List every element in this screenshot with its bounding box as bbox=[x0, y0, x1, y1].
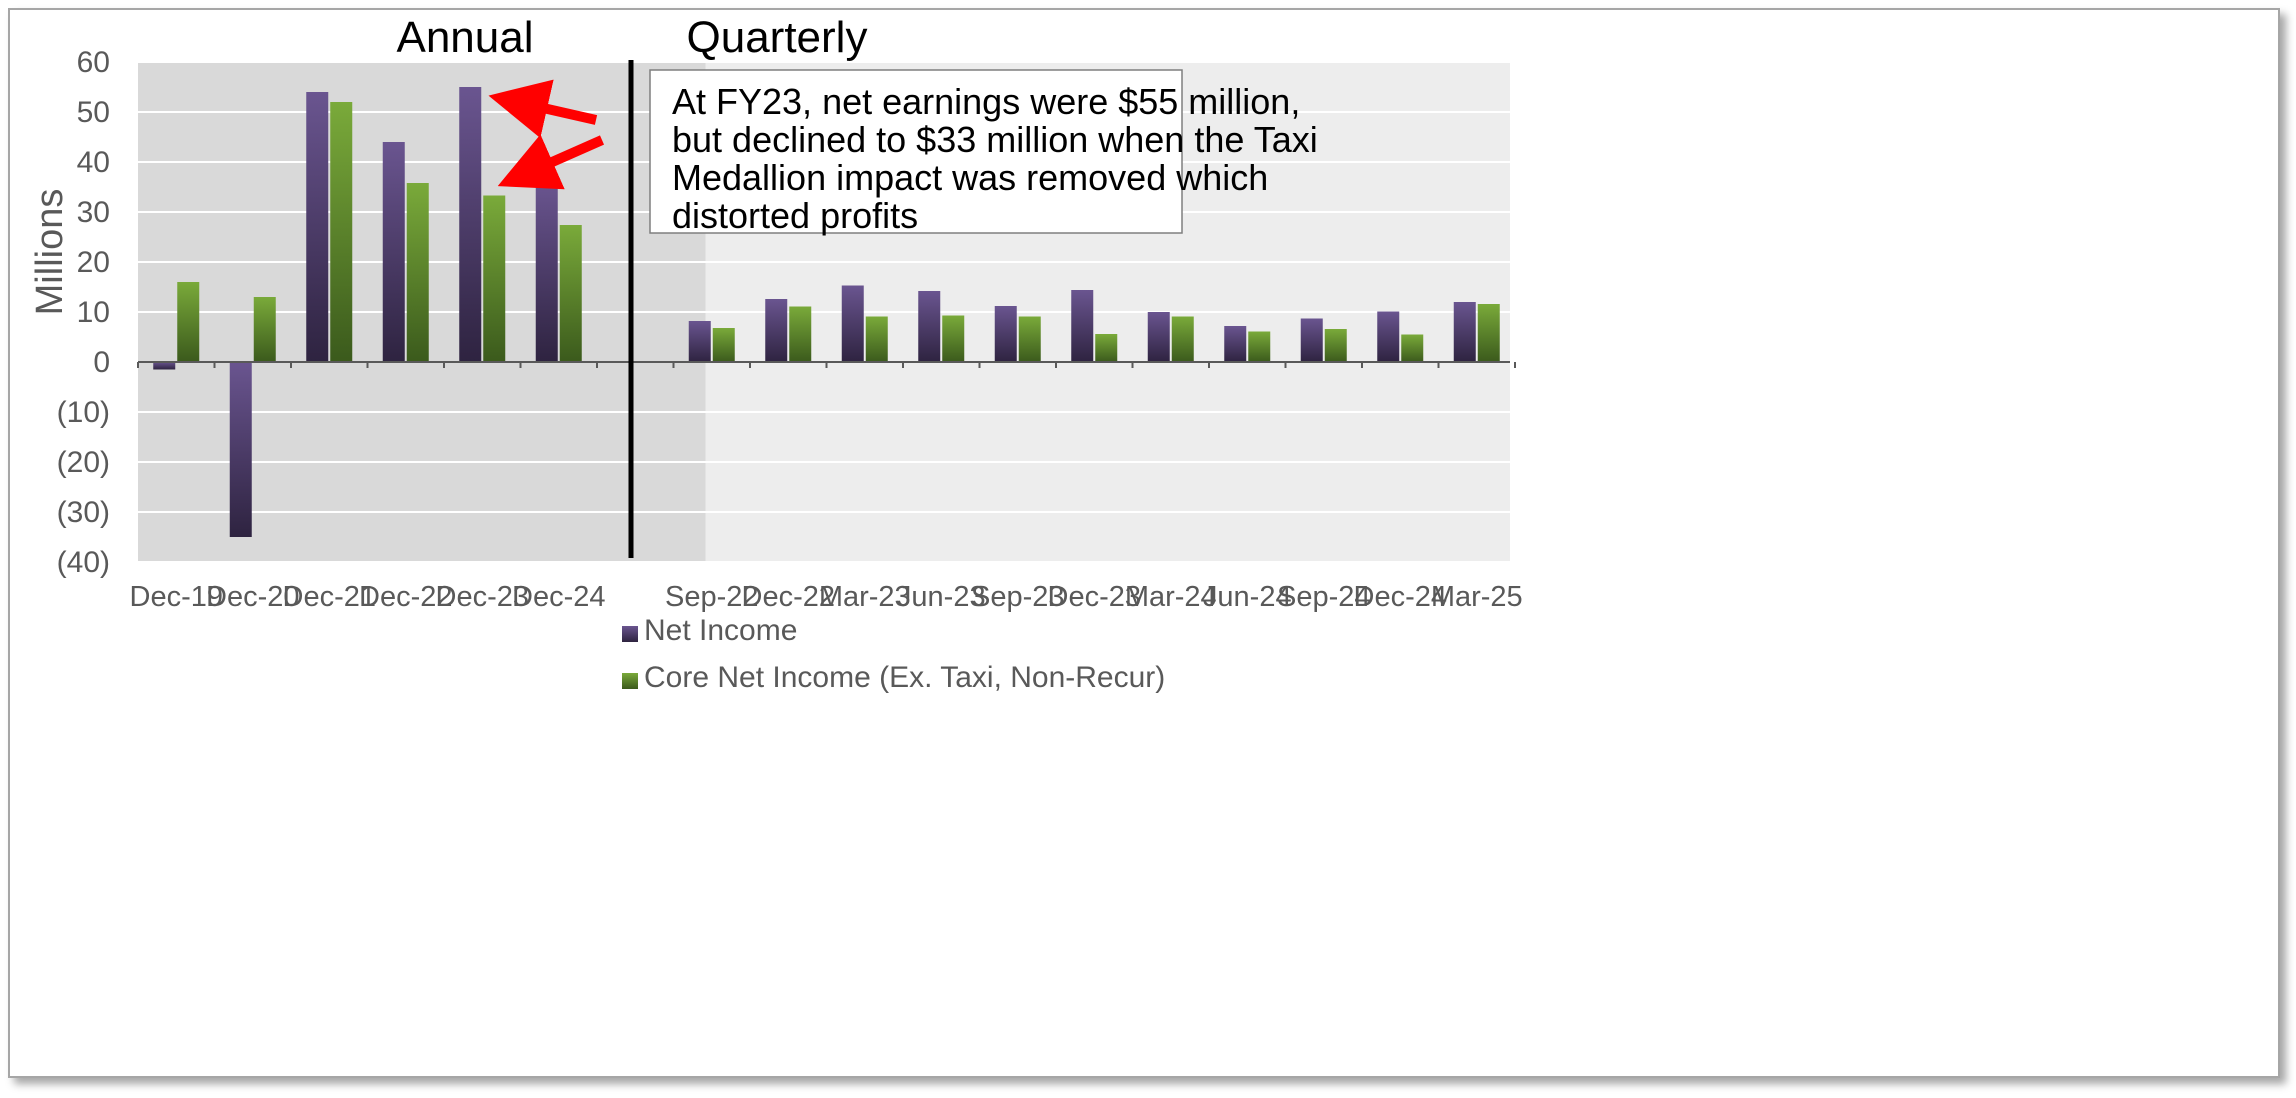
chart-canvas: 6050403020100(10)(20)(30)(40)Dec-19Dec-2… bbox=[29, 13, 1523, 694]
core-net-income-bar bbox=[330, 102, 353, 362]
legend-swatch-core-net-income bbox=[622, 673, 638, 689]
core-net-income-bar bbox=[1477, 304, 1500, 362]
x-tick-label: Sep-22 bbox=[665, 581, 759, 613]
y-tick-label: (40) bbox=[57, 546, 110, 579]
core-net-income-bar bbox=[865, 316, 888, 362]
y-tick-label: 30 bbox=[77, 196, 110, 229]
x-tick-label: Dec-21 bbox=[283, 581, 377, 613]
y-axis-title: Millions bbox=[29, 189, 71, 316]
core-net-income-bar bbox=[1171, 316, 1194, 362]
net-income-bar bbox=[1071, 290, 1094, 362]
annotation-text-line: Medallion impact was removed which bbox=[672, 157, 1268, 198]
legend-swatch-net-income bbox=[622, 626, 638, 642]
section-label-annual: Annual bbox=[396, 13, 533, 62]
net-income-bar bbox=[535, 182, 558, 362]
core-net-income-bar bbox=[559, 225, 582, 362]
x-tick-label: Jun-23 bbox=[897, 581, 986, 613]
core-net-income-bar bbox=[1248, 331, 1271, 362]
x-tick-label: Dec-23 bbox=[1048, 581, 1142, 613]
net-income-bar bbox=[1300, 318, 1323, 362]
net-income-bar bbox=[153, 362, 176, 370]
core-net-income-bar bbox=[253, 297, 276, 362]
core-net-income-bar bbox=[1401, 334, 1424, 362]
net-income-bar bbox=[1224, 326, 1247, 362]
y-tick-label: (10) bbox=[57, 396, 110, 429]
y-tick-label: (30) bbox=[57, 496, 110, 529]
annotation-box bbox=[649, 69, 1183, 234]
x-tick-label: Sep-23 bbox=[971, 581, 1065, 613]
core-net-income-bar bbox=[406, 183, 429, 362]
annotation-text-line: distorted profits bbox=[672, 195, 918, 236]
chart-frame: 60 50 40 30 20 10 0 (10) (20) (30) (40) Dec-19 Dec-2… bbox=[8, 8, 2280, 1078]
net-income-bar bbox=[382, 142, 405, 362]
net-income-bar bbox=[1377, 311, 1400, 362]
annotation-text-line: At FY23, net earnings were $55 million, bbox=[672, 81, 1300, 122]
y-tick-label: 10 bbox=[77, 296, 110, 329]
core-net-income-bar bbox=[789, 306, 812, 362]
y-tick-label: (20) bbox=[57, 446, 110, 479]
y-tick-label: 0 bbox=[93, 346, 110, 379]
y-tick-label: 40 bbox=[77, 146, 110, 179]
core-net-income-bar bbox=[1095, 334, 1118, 362]
arrow-core-net-income bbox=[497, 134, 605, 190]
core-net-income-bar bbox=[483, 195, 506, 362]
x-tick-label: Dec-19 bbox=[130, 581, 224, 613]
net-income-bar bbox=[918, 291, 941, 362]
net-income-bar bbox=[841, 285, 864, 362]
x-tick-label: Dec-22 bbox=[359, 581, 453, 613]
net-income-bar bbox=[765, 299, 788, 362]
x-tick-label: Dec-24 bbox=[512, 581, 606, 613]
y-tick-label: 50 bbox=[77, 96, 110, 129]
x-tick-label: Dec-20 bbox=[206, 581, 300, 613]
core-net-income-bar bbox=[1324, 329, 1347, 362]
net-income-bar bbox=[994, 306, 1017, 362]
core-net-income-bar bbox=[712, 328, 735, 362]
x-tick-label: Dec-22 bbox=[742, 581, 836, 613]
core-net-income-bar bbox=[177, 282, 200, 362]
annotation-text-line: but declined to $33 million when the Tax… bbox=[672, 119, 1318, 160]
legend-label: Net Income bbox=[644, 614, 797, 647]
x-tick-label: Dec-23 bbox=[436, 581, 530, 613]
arrow-net-income bbox=[488, 79, 598, 139]
core-net-income-bar bbox=[942, 315, 965, 362]
y-tick-label: 60 bbox=[77, 46, 110, 79]
x-tick-label: Mar-25 bbox=[1431, 581, 1523, 613]
net-income-bar bbox=[459, 87, 482, 362]
x-tick-label: Sep-24 bbox=[1277, 581, 1371, 613]
x-tick-label: Jun-24 bbox=[1203, 581, 1292, 613]
net-income-bar bbox=[688, 321, 711, 362]
section-label-quarterly: Quarterly bbox=[687, 13, 868, 62]
x-tick-label: Mar-23 bbox=[819, 581, 911, 613]
legend-label: Core Net Income (Ex. Taxi, Non-Recur) bbox=[644, 661, 1165, 694]
net-income-bar bbox=[306, 92, 329, 362]
y-tick-label: 20 bbox=[77, 246, 110, 279]
net-income-bar bbox=[229, 362, 252, 537]
x-tick-label: Mar-24 bbox=[1125, 581, 1217, 613]
net-income-bar bbox=[1453, 302, 1476, 362]
core-net-income-bar bbox=[1018, 316, 1041, 362]
x-tick-label: Dec-24 bbox=[1354, 581, 1448, 613]
net-income-bar bbox=[1147, 312, 1170, 362]
